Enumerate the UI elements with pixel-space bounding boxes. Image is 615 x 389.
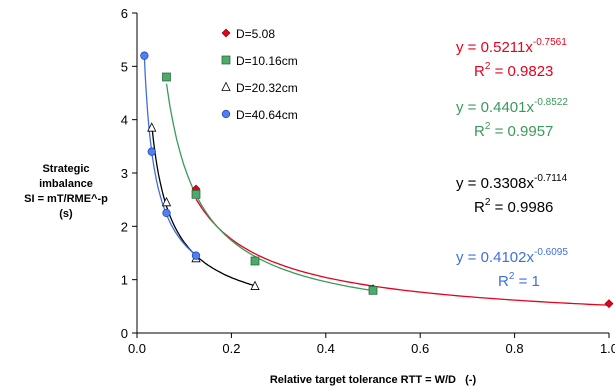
fit-curves — [143, 56, 610, 306]
fit-r2-blue: R2 = 1 — [498, 271, 540, 290]
y-tick-label: 4 — [121, 113, 128, 128]
fit-r2-red: R2 = 0.9823 — [474, 61, 553, 80]
data-point — [368, 285, 378, 295]
y-axis-title-line-4: (s) — [59, 208, 73, 220]
data-point — [161, 196, 172, 207]
fit-curve — [165, 83, 374, 292]
fit-curve — [195, 198, 610, 306]
fit-curve — [143, 56, 197, 256]
data-point — [191, 189, 201, 199]
fit-r2-black: R2 = 0.9986 — [474, 197, 553, 216]
x-tick-label: 0.0 — [128, 341, 146, 356]
fit-equation-red: y = 0.5211x-0.7561 — [456, 37, 567, 56]
data-point — [250, 280, 260, 290]
legend-item: D=20.32cm — [221, 81, 298, 95]
data-point — [162, 208, 171, 218]
y-tick-label: 1 — [121, 273, 128, 288]
x-tick-label: 1.0 — [600, 341, 615, 356]
y-axis-title-line-3: SI = mT/RME^-p — [24, 193, 108, 205]
data-point — [140, 51, 149, 60]
y-tick-label: 3 — [121, 166, 128, 181]
legend-label: D=40.64cm — [236, 108, 298, 122]
data-point — [604, 299, 614, 309]
fit-equation-black: y = 0.3308x-0.7114 — [456, 173, 568, 192]
x-tick-labels: 0.0 0.2 0.4 0.6 0.8 1.0 — [128, 341, 615, 356]
x-axis-title: Relative target tolerance RTT = W/D (-) — [270, 374, 477, 386]
y-tick-labels: 0 1 2 3 4 5 6 — [121, 6, 128, 341]
legend-label: D=20.32cm — [236, 81, 298, 95]
y-axis-title-line-1: Strategic — [42, 163, 89, 175]
legend-marker-shape — [221, 28, 231, 38]
fit-r2-green: R2 = 0.9957 — [474, 121, 553, 140]
fit-equation-green: y = 0.4401x-0.8522 — [456, 97, 568, 116]
legend-marker-1 — [221, 55, 231, 65]
y-tick-label: 2 — [121, 219, 128, 234]
legend-marker-shape — [221, 109, 231, 119]
legend: D=5.08 D=10.16cm D=20.32cm D=40.64cm — [221, 27, 298, 122]
legend-item: D=40.64cm — [221, 108, 298, 122]
y-tick-label: 6 — [121, 6, 128, 21]
x-tick-label: 0.2 — [222, 341, 240, 356]
legend-label: D=10.16cm — [236, 54, 298, 68]
y-tick-label: 5 — [121, 59, 128, 74]
x-tick-label: 0.8 — [506, 341, 524, 356]
legend-marker-3 — [221, 109, 231, 119]
legend-label: D=5.08 — [236, 27, 275, 41]
data-point — [250, 256, 260, 266]
legend-marker-0 — [221, 28, 231, 38]
fit-equation-blue: y = 0.4102x-0.6095 — [456, 247, 568, 266]
legend-marker-shape — [221, 81, 231, 91]
y-tick-label: 0 — [121, 326, 128, 341]
legend-item: D=5.08 — [221, 27, 275, 41]
tick-marks — [132, 12, 610, 338]
x-tick-label: 0.6 — [411, 341, 429, 356]
legend-item: D=10.16cm — [221, 54, 298, 68]
data-points — [140, 51, 614, 309]
equation-annotations: y = 0.5211x-0.7561 R2 = 0.9823 y = 0.440… — [456, 37, 568, 290]
x-tick-label: 0.4 — [317, 341, 335, 356]
data-point — [147, 122, 157, 132]
data-point — [191, 251, 201, 260]
data-point — [162, 72, 171, 82]
legend-marker-2 — [221, 81, 231, 91]
legend-marker-shape — [221, 55, 231, 65]
y-axis-title-line-2: imbalance — [39, 178, 93, 190]
data-point — [147, 147, 156, 156]
